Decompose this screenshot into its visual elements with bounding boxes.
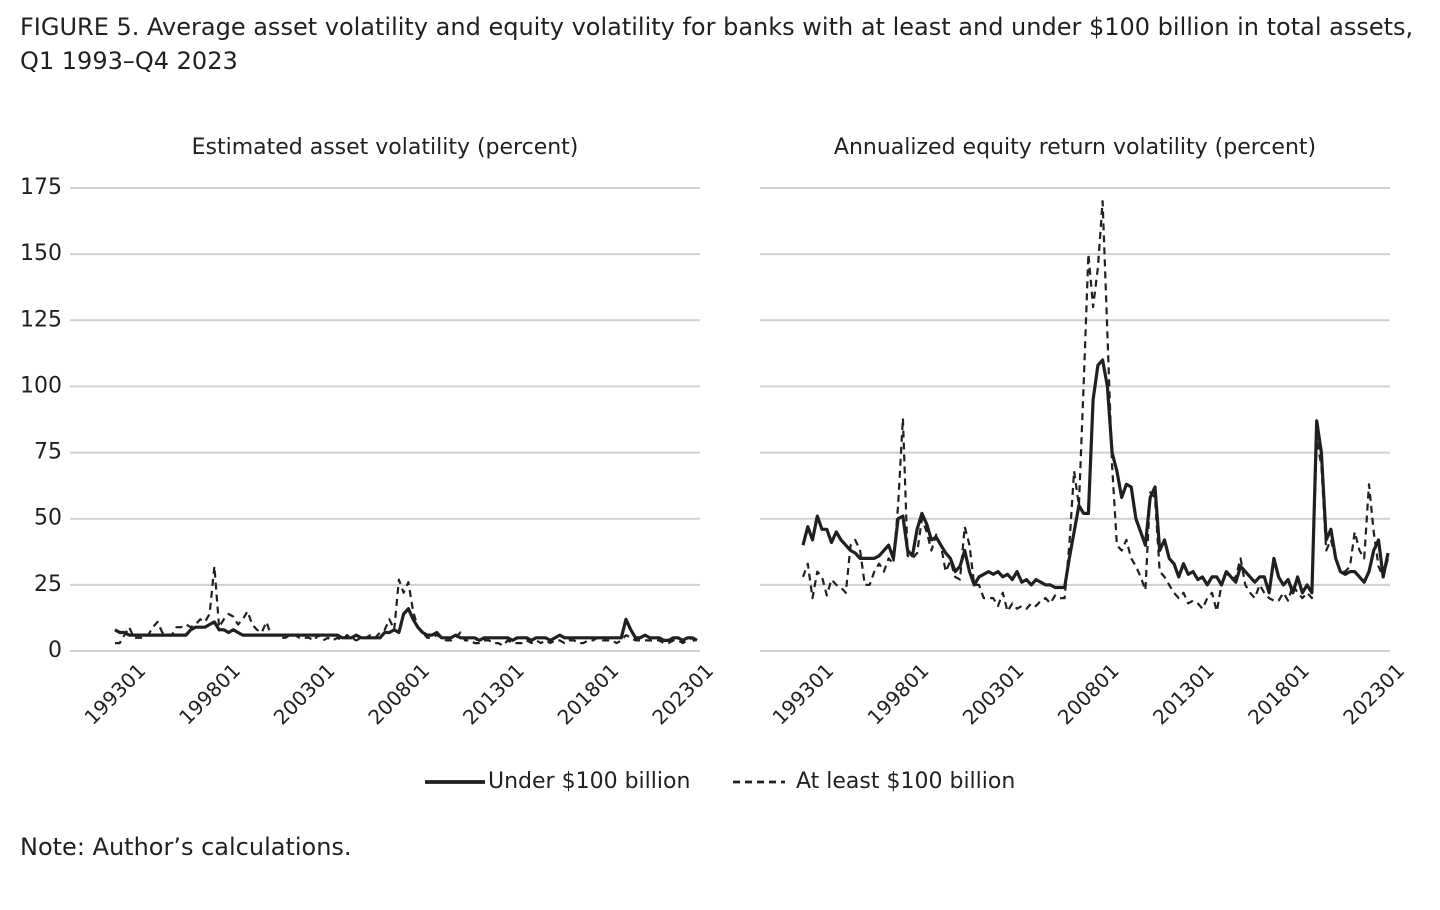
data-line bbox=[801, 358, 1390, 595]
legend-label: Under $100 billion bbox=[488, 769, 690, 794]
figure-title: Q1 1993–Q4 2023 bbox=[20, 47, 238, 75]
note: Note: Author’s calculations. bbox=[20, 833, 352, 861]
y-tick-label: 75 bbox=[34, 440, 62, 465]
x-tick-label: 202301 bbox=[647, 658, 718, 729]
y-tick-label: 25 bbox=[34, 572, 62, 597]
data-line bbox=[114, 607, 698, 642]
x-tick-label: 199301 bbox=[79, 658, 150, 729]
x-tick-label: 200801 bbox=[363, 658, 434, 729]
x-tick-label: 201301 bbox=[1148, 658, 1219, 729]
x-tick-label: 201801 bbox=[1243, 658, 1314, 729]
x-tick-label: 200301 bbox=[269, 658, 340, 729]
x-tick-label: 199801 bbox=[863, 658, 934, 729]
y-tick-label: 50 bbox=[34, 506, 62, 531]
y-tick-label: 100 bbox=[20, 373, 62, 398]
y-tick-label: 0 bbox=[48, 638, 62, 663]
y-tick-label: 125 bbox=[20, 307, 62, 332]
x-tick-label: 199801 bbox=[174, 658, 245, 729]
x-tick-label: 201301 bbox=[458, 658, 529, 729]
chart-subtitle: Estimated asset volatility (percent) bbox=[192, 135, 579, 160]
x-tick-label: 199301 bbox=[767, 658, 838, 729]
data-line bbox=[801, 200, 1390, 613]
chart-subtitle: Annualized equity return volatility (per… bbox=[834, 135, 1316, 160]
y-tick-label: 150 bbox=[20, 241, 62, 266]
legend-label: At least $100 billion bbox=[796, 769, 1015, 794]
x-tick-label: 201801 bbox=[553, 658, 624, 729]
y-tick-label: 175 bbox=[20, 175, 62, 200]
x-tick-label: 202301 bbox=[1338, 658, 1409, 729]
data-line bbox=[115, 565, 698, 647]
x-tick-label: 200801 bbox=[1053, 658, 1124, 729]
x-tick-label: 200301 bbox=[958, 658, 1029, 729]
figure-title: FIGURE 5. Average asset volatility and e… bbox=[20, 13, 1413, 41]
